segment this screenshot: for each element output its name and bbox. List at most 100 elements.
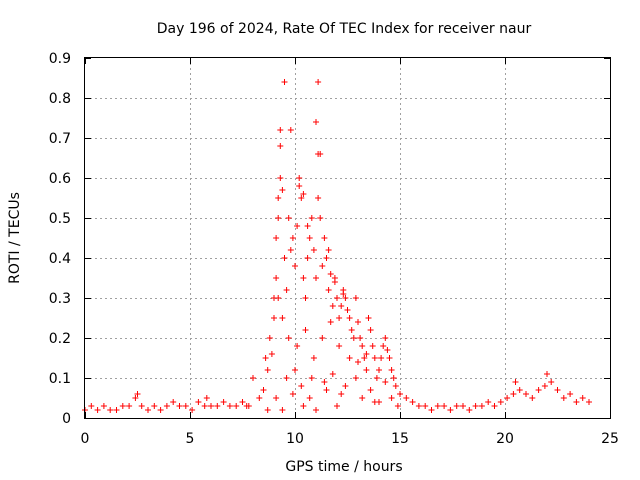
- data-point: [310, 355, 317, 361]
- data-point: [453, 403, 460, 409]
- data-point: [554, 387, 561, 393]
- data-point: [271, 315, 277, 321]
- data-point: [306, 395, 313, 401]
- data-point: [548, 379, 555, 385]
- data-point: [250, 375, 256, 381]
- data-point: [321, 379, 328, 385]
- data-point: [485, 399, 492, 405]
- data-point: [394, 403, 401, 409]
- y-tick-label: 0.2: [49, 331, 71, 347]
- data-point: [352, 375, 359, 381]
- data-point: [422, 403, 429, 409]
- data-point: [294, 223, 301, 229]
- data-point: [283, 375, 290, 381]
- data-point: [292, 263, 298, 269]
- data-point: [287, 127, 294, 133]
- data-point: [273, 395, 280, 401]
- x-tick-labels: 0 5 10 15 20 25: [81, 431, 619, 447]
- y-tick-label: 0.5: [49, 211, 71, 227]
- data-point: [376, 367, 382, 373]
- data-point: [239, 399, 246, 405]
- data-point: [319, 335, 326, 341]
- data-point: [384, 347, 391, 353]
- data-point: [342, 295, 349, 301]
- data-point: [544, 371, 550, 377]
- data-point: [329, 303, 336, 309]
- x-tick-label: 15: [391, 431, 409, 447]
- y-tick-label: 0.6: [49, 171, 71, 187]
- data-point: [138, 403, 145, 409]
- data-point: [315, 195, 322, 201]
- data-point: [369, 343, 376, 349]
- data-point: [260, 387, 267, 393]
- data-point: [275, 195, 282, 201]
- y-tick-label: 0: [62, 411, 71, 427]
- data-point: [340, 287, 347, 293]
- data-point: [268, 351, 275, 357]
- data-point: [567, 391, 574, 397]
- data-point: [300, 191, 307, 197]
- data-point: [367, 387, 374, 393]
- grid: [85, 58, 610, 418]
- data-point: [491, 403, 498, 409]
- data-point: [208, 403, 214, 409]
- data-point: [388, 395, 395, 401]
- data-point: [294, 343, 301, 349]
- data-point: [361, 355, 368, 361]
- data-point: [323, 255, 330, 261]
- data-point: [226, 403, 233, 409]
- data-point: [145, 407, 151, 413]
- data-point: [371, 355, 378, 361]
- data-point: [346, 355, 353, 361]
- data-point: [371, 399, 378, 405]
- data-point: [298, 195, 305, 201]
- data-point: [504, 395, 511, 401]
- data-point: [313, 275, 319, 281]
- data-point: [264, 407, 271, 413]
- data-point: [321, 235, 328, 241]
- data-point: [296, 183, 303, 189]
- data-point: [170, 399, 177, 405]
- data-point: [119, 403, 126, 409]
- data-point: [308, 215, 315, 221]
- data-point: [367, 327, 374, 333]
- data-point: [151, 403, 158, 409]
- data-point: [220, 399, 227, 405]
- data-point: [300, 275, 307, 281]
- data-point: [245, 403, 252, 409]
- data-point: [392, 383, 399, 389]
- data-point: [214, 403, 221, 409]
- data-point: [478, 403, 485, 409]
- data-point: [296, 175, 303, 181]
- data-point: [428, 407, 435, 413]
- data-point: [409, 399, 416, 405]
- data-point: [277, 127, 284, 133]
- data-point: [287, 247, 294, 253]
- data-point: [541, 383, 548, 389]
- data-point: [107, 407, 114, 413]
- data-point: [313, 119, 319, 125]
- data-point: [277, 143, 284, 149]
- y-tick-label: 0.1: [49, 371, 71, 387]
- y-tick-label: 0.7: [49, 131, 71, 147]
- data-point: [132, 395, 139, 401]
- data-point: [560, 395, 567, 401]
- y-tick-label: 0.8: [49, 91, 71, 107]
- data-point: [388, 367, 395, 373]
- data-point: [277, 175, 284, 181]
- y-tick-label: 0.9: [49, 51, 71, 67]
- data-point: [512, 379, 519, 385]
- data-point: [283, 287, 290, 293]
- data-point: [319, 263, 326, 269]
- data-point: [329, 371, 336, 377]
- data-point: [304, 255, 311, 261]
- data-point: [310, 247, 317, 253]
- data-point: [348, 327, 355, 333]
- data-point: [273, 275, 280, 281]
- data-point: [163, 403, 170, 409]
- data-point: [289, 235, 296, 241]
- data-point: [342, 383, 349, 389]
- data-point: [113, 407, 120, 413]
- data-point: [334, 295, 340, 301]
